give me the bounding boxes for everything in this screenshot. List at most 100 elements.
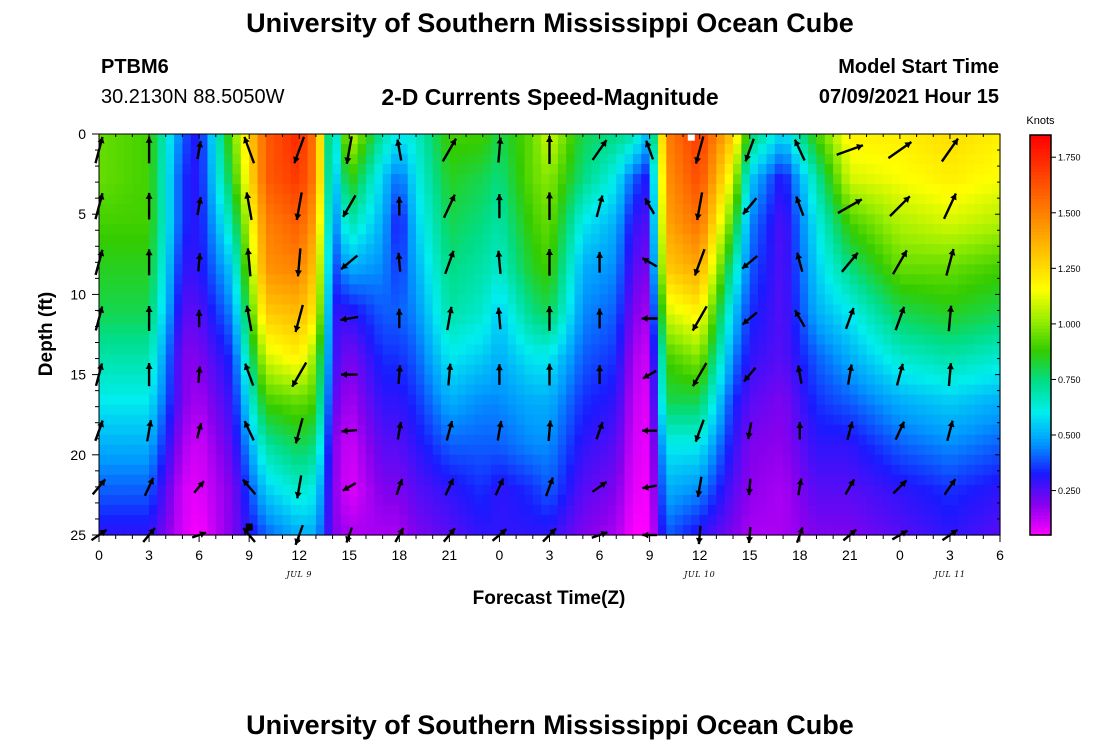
heat-cell	[257, 344, 267, 356]
heat-cell	[224, 494, 234, 506]
heat-cell	[332, 154, 342, 165]
heat-cell	[649, 244, 659, 255]
current-vector	[595, 421, 604, 440]
heat-cell	[215, 134, 225, 145]
heat-cell	[466, 524, 476, 536]
heat-cell	[474, 234, 484, 245]
heat-cell	[766, 394, 776, 406]
heat-cell	[983, 484, 993, 496]
heat-cell	[315, 224, 325, 235]
heat-cell	[449, 504, 459, 516]
heat-cell	[724, 334, 734, 346]
heat-cell	[441, 464, 450, 476]
heat-cell	[507, 174, 517, 185]
vector-head	[294, 538, 301, 545]
heat-cell	[232, 434, 242, 446]
heat-cell	[616, 284, 626, 296]
heat-cell	[424, 274, 434, 285]
heat-cell	[624, 334, 634, 346]
heat-cell	[908, 514, 918, 526]
heat-cell	[557, 364, 567, 376]
heat-cell	[432, 244, 442, 255]
heat-cell	[491, 234, 501, 245]
heat-cell	[599, 444, 609, 456]
heat-cell	[808, 134, 818, 145]
heat-cell	[716, 224, 726, 235]
heat-cell	[232, 324, 242, 336]
heat-cell	[699, 194, 709, 205]
heat-cell	[974, 304, 984, 316]
heat-cell	[240, 424, 250, 436]
heat-cell	[791, 394, 801, 406]
heat-cell	[691, 424, 701, 436]
heat-cell	[115, 364, 125, 376]
heat-cell	[708, 134, 717, 145]
heat-cell	[374, 394, 384, 406]
heat-cell	[866, 314, 876, 326]
heat-cell	[849, 324, 859, 336]
current-vector	[495, 250, 503, 275]
heat-cell	[974, 314, 984, 326]
heat-cell	[641, 324, 651, 336]
vector-head	[340, 315, 347, 323]
heat-cell	[566, 384, 576, 396]
heat-cell	[449, 214, 459, 225]
heat-cell	[924, 224, 934, 235]
heat-cell	[616, 364, 626, 376]
heat-cell	[232, 514, 242, 526]
heat-cell	[466, 194, 476, 205]
heat-cell	[207, 274, 217, 285]
heat-cell	[733, 164, 742, 175]
heat-cell	[824, 454, 834, 466]
heat-cell	[733, 204, 742, 215]
heat-cell	[99, 294, 108, 306]
heat-cell	[666, 404, 676, 416]
vector-head	[599, 481, 607, 489]
heat-cell	[749, 284, 759, 296]
heat-cell	[966, 444, 976, 456]
heat-cell	[299, 274, 309, 285]
heat-cell	[974, 294, 984, 306]
heat-cell	[924, 334, 934, 346]
heat-cell	[299, 344, 309, 356]
heat-cell	[474, 194, 484, 205]
heat-cell	[541, 514, 551, 526]
colorbar-segment	[1030, 455, 1051, 459]
heat-cell	[883, 294, 893, 306]
heat-cell	[933, 474, 943, 486]
heat-cell	[466, 254, 476, 265]
heat-cell	[899, 274, 909, 285]
heat-cell	[140, 144, 150, 155]
heat-cell	[357, 464, 367, 476]
heat-cell	[174, 354, 184, 366]
heat-cell	[324, 164, 334, 175]
heat-cell	[449, 494, 459, 506]
heat-cell	[708, 164, 717, 175]
heat-cell	[340, 504, 350, 516]
heat-cell	[307, 514, 317, 526]
vector-head	[694, 434, 701, 442]
heat-cell	[666, 144, 676, 155]
heat-cell	[307, 224, 317, 235]
heat-cell	[858, 224, 868, 235]
heat-cell	[774, 404, 784, 416]
current-vector	[694, 192, 704, 221]
heat-cell	[858, 364, 868, 376]
heat-cell	[883, 344, 893, 356]
heat-cell	[374, 244, 384, 255]
current-vector	[795, 365, 803, 384]
heat-cell	[724, 434, 734, 446]
heat-cell	[824, 164, 834, 175]
heat-cell	[466, 164, 476, 175]
heat-cell	[682, 364, 692, 376]
heat-cell	[682, 224, 692, 235]
heat-cell	[774, 414, 784, 426]
heat-cell	[307, 284, 317, 296]
heat-cell	[682, 294, 692, 306]
heat-cell	[741, 334, 751, 346]
heat-cell	[182, 344, 192, 356]
heat-cell	[107, 314, 117, 326]
heat-cell	[249, 464, 259, 476]
heat-cell	[274, 524, 284, 536]
heat-cell	[315, 144, 325, 155]
